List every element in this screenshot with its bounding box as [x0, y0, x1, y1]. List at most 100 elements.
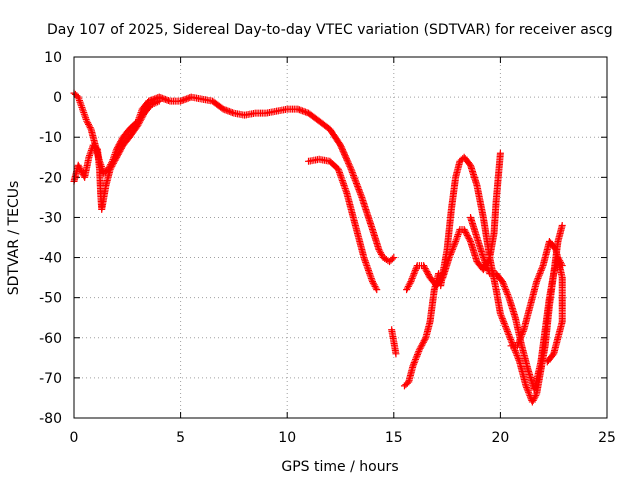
data-point: [407, 276, 415, 284]
data-point: [531, 393, 539, 401]
x-axis-label: GPS time / hours: [281, 459, 398, 475]
data-point: [484, 266, 492, 274]
data-point: [409, 362, 417, 370]
data-point: [411, 357, 419, 365]
data-point: [499, 279, 507, 287]
data-point: [340, 149, 348, 157]
data-point: [519, 327, 527, 335]
data-point: [514, 340, 522, 348]
data-point: [482, 260, 490, 268]
data-point: [79, 105, 87, 113]
series-track-b: [70, 97, 163, 213]
data-point: [544, 357, 552, 365]
y-tick-label: -50: [39, 291, 62, 307]
data-point: [77, 166, 85, 174]
data-point: [114, 150, 122, 158]
data-point: [466, 236, 474, 244]
data-point: [455, 229, 463, 237]
data-point: [525, 390, 533, 398]
y-tick-label: -30: [39, 210, 62, 226]
data-point: [344, 159, 352, 167]
data-point: [463, 231, 471, 239]
data-point: [111, 156, 119, 164]
data-point: [113, 152, 121, 160]
data-point: [412, 354, 420, 362]
data-point: [528, 398, 536, 406]
data-point: [479, 254, 487, 262]
data-point: [375, 246, 383, 254]
data-point: [497, 311, 505, 319]
data-point: [551, 244, 559, 252]
data-point: [419, 338, 427, 346]
data-point: [503, 327, 511, 335]
data-point: [451, 239, 459, 247]
data-point: [136, 117, 144, 125]
data-point: [424, 269, 432, 277]
data-point: [523, 385, 531, 393]
data-point: [392, 350, 400, 358]
data-point: [112, 155, 120, 163]
data-point: [338, 144, 346, 152]
data-point: [154, 98, 162, 106]
data-point: [515, 337, 523, 345]
data-point: [409, 273, 417, 281]
data-point: [505, 332, 513, 340]
data-point: [499, 316, 507, 324]
data-point: [109, 161, 117, 169]
data-point: [411, 268, 419, 276]
data-point: [86, 150, 94, 158]
data-point: [340, 150, 348, 158]
data-point: [421, 335, 429, 343]
data-point: [524, 387, 532, 395]
data-point: [417, 343, 425, 351]
data-point: [536, 268, 544, 276]
data-point: [535, 273, 543, 281]
data-point: [514, 355, 522, 363]
data-point: [500, 281, 508, 289]
data-point: [342, 153, 350, 161]
data-point: [515, 339, 523, 347]
y-tick-label: -60: [39, 331, 62, 347]
data-point: [519, 329, 527, 337]
data-point: [78, 103, 86, 111]
data-point: [506, 334, 514, 342]
data-point: [81, 112, 89, 120]
data-point: [481, 258, 489, 266]
series-track-c: [305, 155, 381, 294]
data-point: [377, 249, 385, 257]
data-point: [537, 266, 545, 274]
data-point: [115, 149, 123, 157]
data-point: [345, 161, 353, 169]
data-point: [534, 274, 542, 282]
data-point: [108, 162, 116, 170]
data-point: [517, 332, 525, 340]
data-point: [504, 290, 512, 298]
data-point: [405, 281, 413, 289]
data-point: [538, 263, 546, 271]
data-point: [403, 286, 411, 294]
series-track-a: [70, 89, 398, 266]
data-point: [77, 100, 85, 108]
data-point: [403, 284, 411, 292]
data-point: [113, 153, 121, 161]
data-point: [465, 235, 473, 243]
data-point: [420, 262, 428, 270]
data-point: [76, 98, 84, 106]
data-point: [376, 247, 384, 255]
data-point: [452, 238, 460, 246]
data-point: [75, 97, 83, 105]
data-point: [415, 346, 423, 354]
x-tick-label: 25: [598, 430, 616, 446]
data-point: [496, 310, 504, 318]
series-track-e: [400, 270, 443, 390]
data-point: [134, 121, 142, 129]
data-point: [538, 265, 546, 273]
data-point: [501, 284, 509, 292]
y-tick-label: -80: [39, 411, 62, 427]
data-point: [155, 97, 163, 105]
series-track-d: [388, 326, 400, 358]
data-point: [138, 114, 146, 122]
data-point: [410, 360, 418, 368]
data-point: [117, 146, 125, 154]
